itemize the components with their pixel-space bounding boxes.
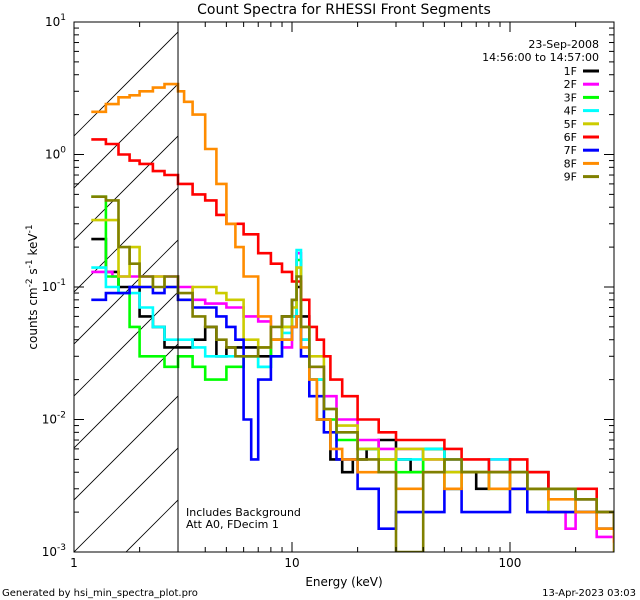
observation-date: 23-Sep-2008 bbox=[528, 38, 599, 51]
y-axis-ticks: 10-3 10-2 10-1 100 101 bbox=[42, 13, 614, 559]
x-tick-label: 100 bbox=[499, 556, 522, 570]
x-tick-label: 1 bbox=[70, 556, 78, 570]
series-line-8F bbox=[91, 82, 614, 543]
legend-label-1F: 1F bbox=[564, 65, 577, 78]
generated-by-note: Generated by hsi_min_spectra_plot.pro bbox=[2, 588, 198, 599]
series-line-5F bbox=[91, 218, 614, 552]
y-tick-label: 10-3 bbox=[42, 543, 66, 559]
x-axis-ticks: 1 10 100 bbox=[70, 22, 615, 570]
y-tick-label: 101 bbox=[45, 13, 66, 29]
legend-label-7F: 7F bbox=[564, 144, 577, 157]
chart-title: Count Spectra for RHESSI Front Segments bbox=[197, 2, 491, 18]
series-line-6F bbox=[91, 138, 614, 530]
legend-label-2F: 2F bbox=[564, 78, 577, 91]
series-lines bbox=[91, 82, 614, 552]
hatch-line bbox=[542, 22, 640, 552]
series-line-3F bbox=[91, 195, 614, 530]
x-tick-label: 10 bbox=[284, 556, 299, 570]
x-axis-label: Energy (keV) bbox=[305, 575, 382, 589]
y-label-part: s bbox=[26, 268, 40, 278]
legend-label-5F: 5F bbox=[564, 118, 577, 131]
y-label-part: counts cm bbox=[26, 287, 40, 349]
legend-label-9F: 9F bbox=[564, 171, 577, 184]
hatch-line bbox=[74, 31, 179, 137]
y-label-exp: -2 bbox=[25, 278, 35, 287]
y-tick-label: 100 bbox=[45, 146, 66, 162]
legend-label-3F: 3F bbox=[564, 91, 577, 104]
legend-label-8F: 8F bbox=[564, 157, 577, 170]
series-line-9F bbox=[91, 195, 614, 552]
generation-timestamp: 13-Apr-2023 03:03 bbox=[542, 588, 636, 599]
legend-label-4F: 4F bbox=[564, 105, 577, 118]
background-note: Includes Background bbox=[186, 506, 301, 519]
legend-label-6F: 6F bbox=[564, 131, 577, 144]
y-label-exp: -1 bbox=[25, 259, 35, 268]
hatch-line bbox=[74, 395, 179, 501]
y-label-exp: -1 bbox=[25, 224, 35, 233]
y-axis-label: counts cm-2 s-1 keV-1 bbox=[25, 224, 40, 349]
y-tick-label: 10-1 bbox=[42, 278, 66, 294]
hatch-line bbox=[74, 447, 179, 552]
hatch-line bbox=[74, 83, 179, 189]
hatch-line bbox=[594, 22, 640, 552]
time-range: 14:56:00 to 14:57:00 bbox=[482, 51, 599, 64]
attenuator-note: Att A0, FDecim 1 bbox=[186, 518, 279, 531]
series-line-7F bbox=[91, 285, 614, 530]
y-label-part: keV bbox=[26, 233, 40, 260]
y-tick-label: 10-2 bbox=[42, 411, 66, 427]
